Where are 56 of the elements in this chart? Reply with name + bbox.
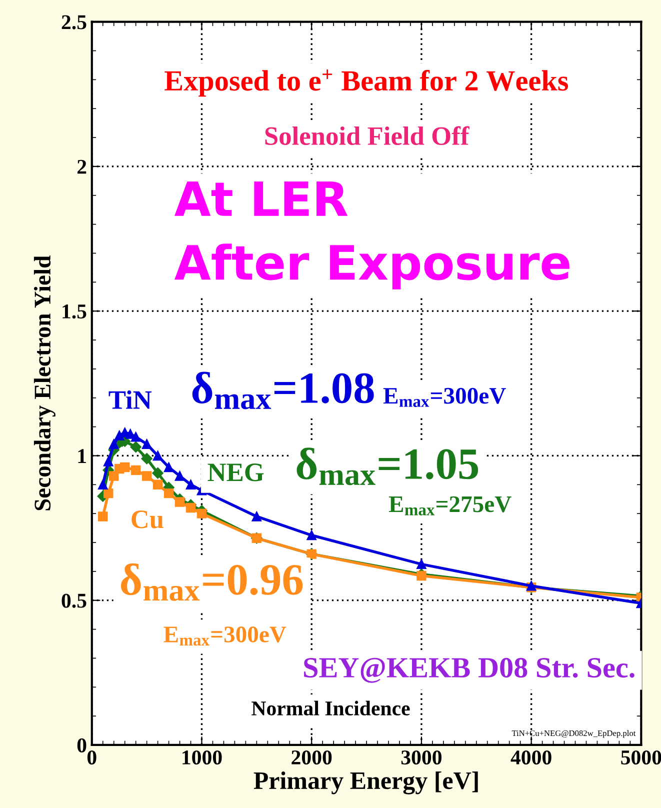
x-tick-label: 3000 (401, 750, 442, 764)
x-tick-label: 5000 (621, 750, 661, 764)
y-tick-label: 0.5 (62, 594, 86, 608)
point (186, 502, 196, 513)
x-tick-label: 0 (87, 750, 96, 764)
point (252, 512, 262, 522)
point (120, 462, 130, 472)
point (306, 530, 316, 540)
point (98, 480, 108, 490)
annotation: δ$_{max}$=0.96 (120, 563, 303, 601)
point (174, 471, 185, 481)
y-tick-label: 1 (78, 449, 86, 463)
text: Exposed to e$^{+}$ Beam for 2 Weeks (164, 70, 568, 97)
series-label: Cu (132, 510, 164, 528)
point (196, 508, 207, 518)
annotation: E$_{max}$=275eV (388, 496, 512, 516)
annotation: E$_{max}$=300eV (164, 626, 286, 646)
point (130, 432, 141, 442)
point (186, 480, 196, 490)
point (108, 439, 119, 450)
annotation: δ$_{max}$=1.08 (192, 372, 374, 410)
point (164, 462, 174, 472)
annotation: δ$_{max}$=1.05 (296, 448, 478, 486)
point (103, 488, 114, 498)
point (416, 559, 426, 570)
point (142, 471, 152, 481)
point (108, 471, 119, 481)
x-tick-label: 1000 (182, 750, 222, 764)
y-tick-label: 0 (77, 738, 86, 752)
point (130, 465, 141, 476)
point (142, 439, 152, 450)
point (152, 450, 163, 461)
point (141, 453, 152, 464)
annotation: E$_{max}$=300eV (383, 388, 506, 407)
annotation: TiN+Cu+NEG@D082w_EpDep.plot (512, 730, 636, 738)
annotation: Normal Incidence (252, 700, 410, 716)
text: Solenoid Field Off (265, 126, 470, 146)
point (103, 456, 114, 466)
point (130, 441, 142, 453)
x-tick-label: 2000 (292, 750, 332, 764)
y-axis-title: Secondary Electron Yield (34, 256, 56, 510)
point (416, 570, 426, 581)
series-label: TiN (108, 390, 152, 409)
annotation: SEY@KEKB D08 Str. Sec. (304, 658, 634, 683)
y-tick-label: 1.5 (62, 304, 86, 319)
annotation: At LER After Exposure (174, 181, 570, 290)
y-tick-label: 2.5 (62, 15, 86, 30)
series-label: NEG (208, 464, 264, 482)
y-tick-label: 2 (77, 160, 86, 174)
point (164, 488, 174, 498)
point (174, 497, 185, 507)
x-tick-label: 4000 (510, 750, 552, 764)
point (98, 512, 108, 522)
point (152, 480, 163, 490)
point (152, 467, 164, 479)
x-axis-title: Primary Energy [eV] (254, 772, 478, 794)
